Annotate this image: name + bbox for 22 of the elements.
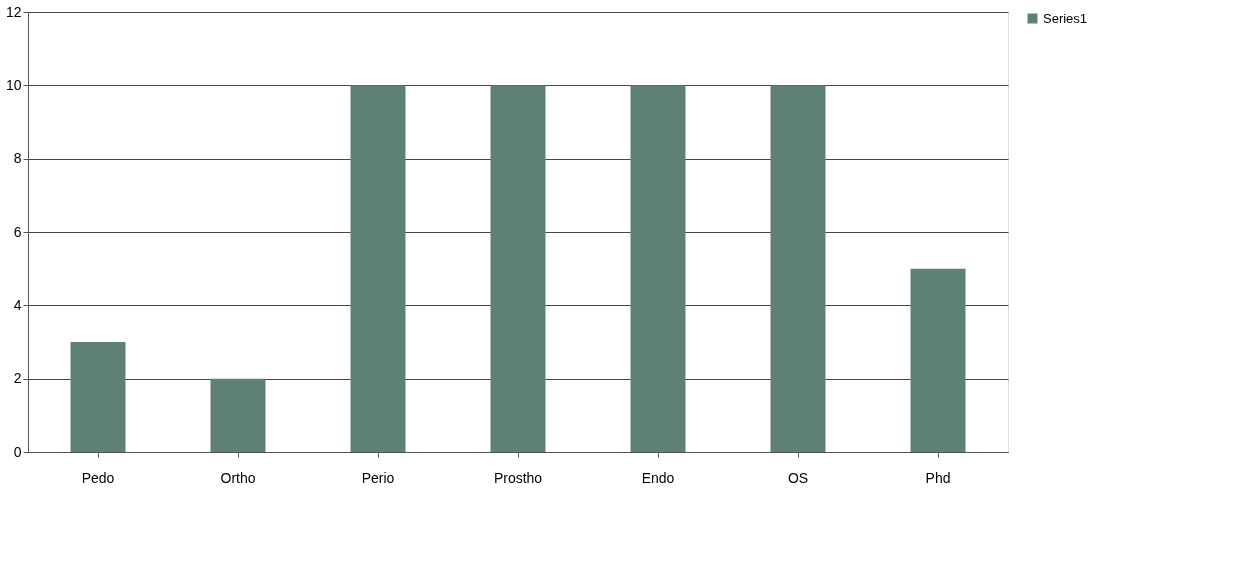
x-tick-label: Perio: [361, 469, 395, 486]
y-tick-label: 4: [13, 296, 22, 313]
x-tick-label: Prostho: [493, 469, 543, 486]
legend-label: Series1: [1043, 10, 1088, 26]
y-tick-label: 12: [5, 3, 22, 20]
x-tick-label: Ortho: [220, 469, 256, 486]
bar: [910, 268, 966, 452]
bar: [490, 85, 546, 452]
bar: [210, 378, 266, 452]
y-tick-label: 8: [13, 150, 22, 167]
bar: [70, 342, 126, 452]
x-tick-label: Endo: [641, 469, 675, 486]
y-tick-label: 6: [13, 223, 22, 240]
x-tick-label: OS: [787, 469, 809, 486]
y-tick-label: 10: [5, 76, 22, 93]
y-tick-label: 2: [13, 370, 22, 387]
x-tick-label: Pedo: [81, 469, 115, 486]
bar: [350, 85, 406, 452]
x-tick-label: Phd: [925, 469, 951, 486]
y-tick-label: 0: [13, 443, 22, 460]
bar: [630, 85, 686, 452]
bar: [770, 85, 826, 452]
